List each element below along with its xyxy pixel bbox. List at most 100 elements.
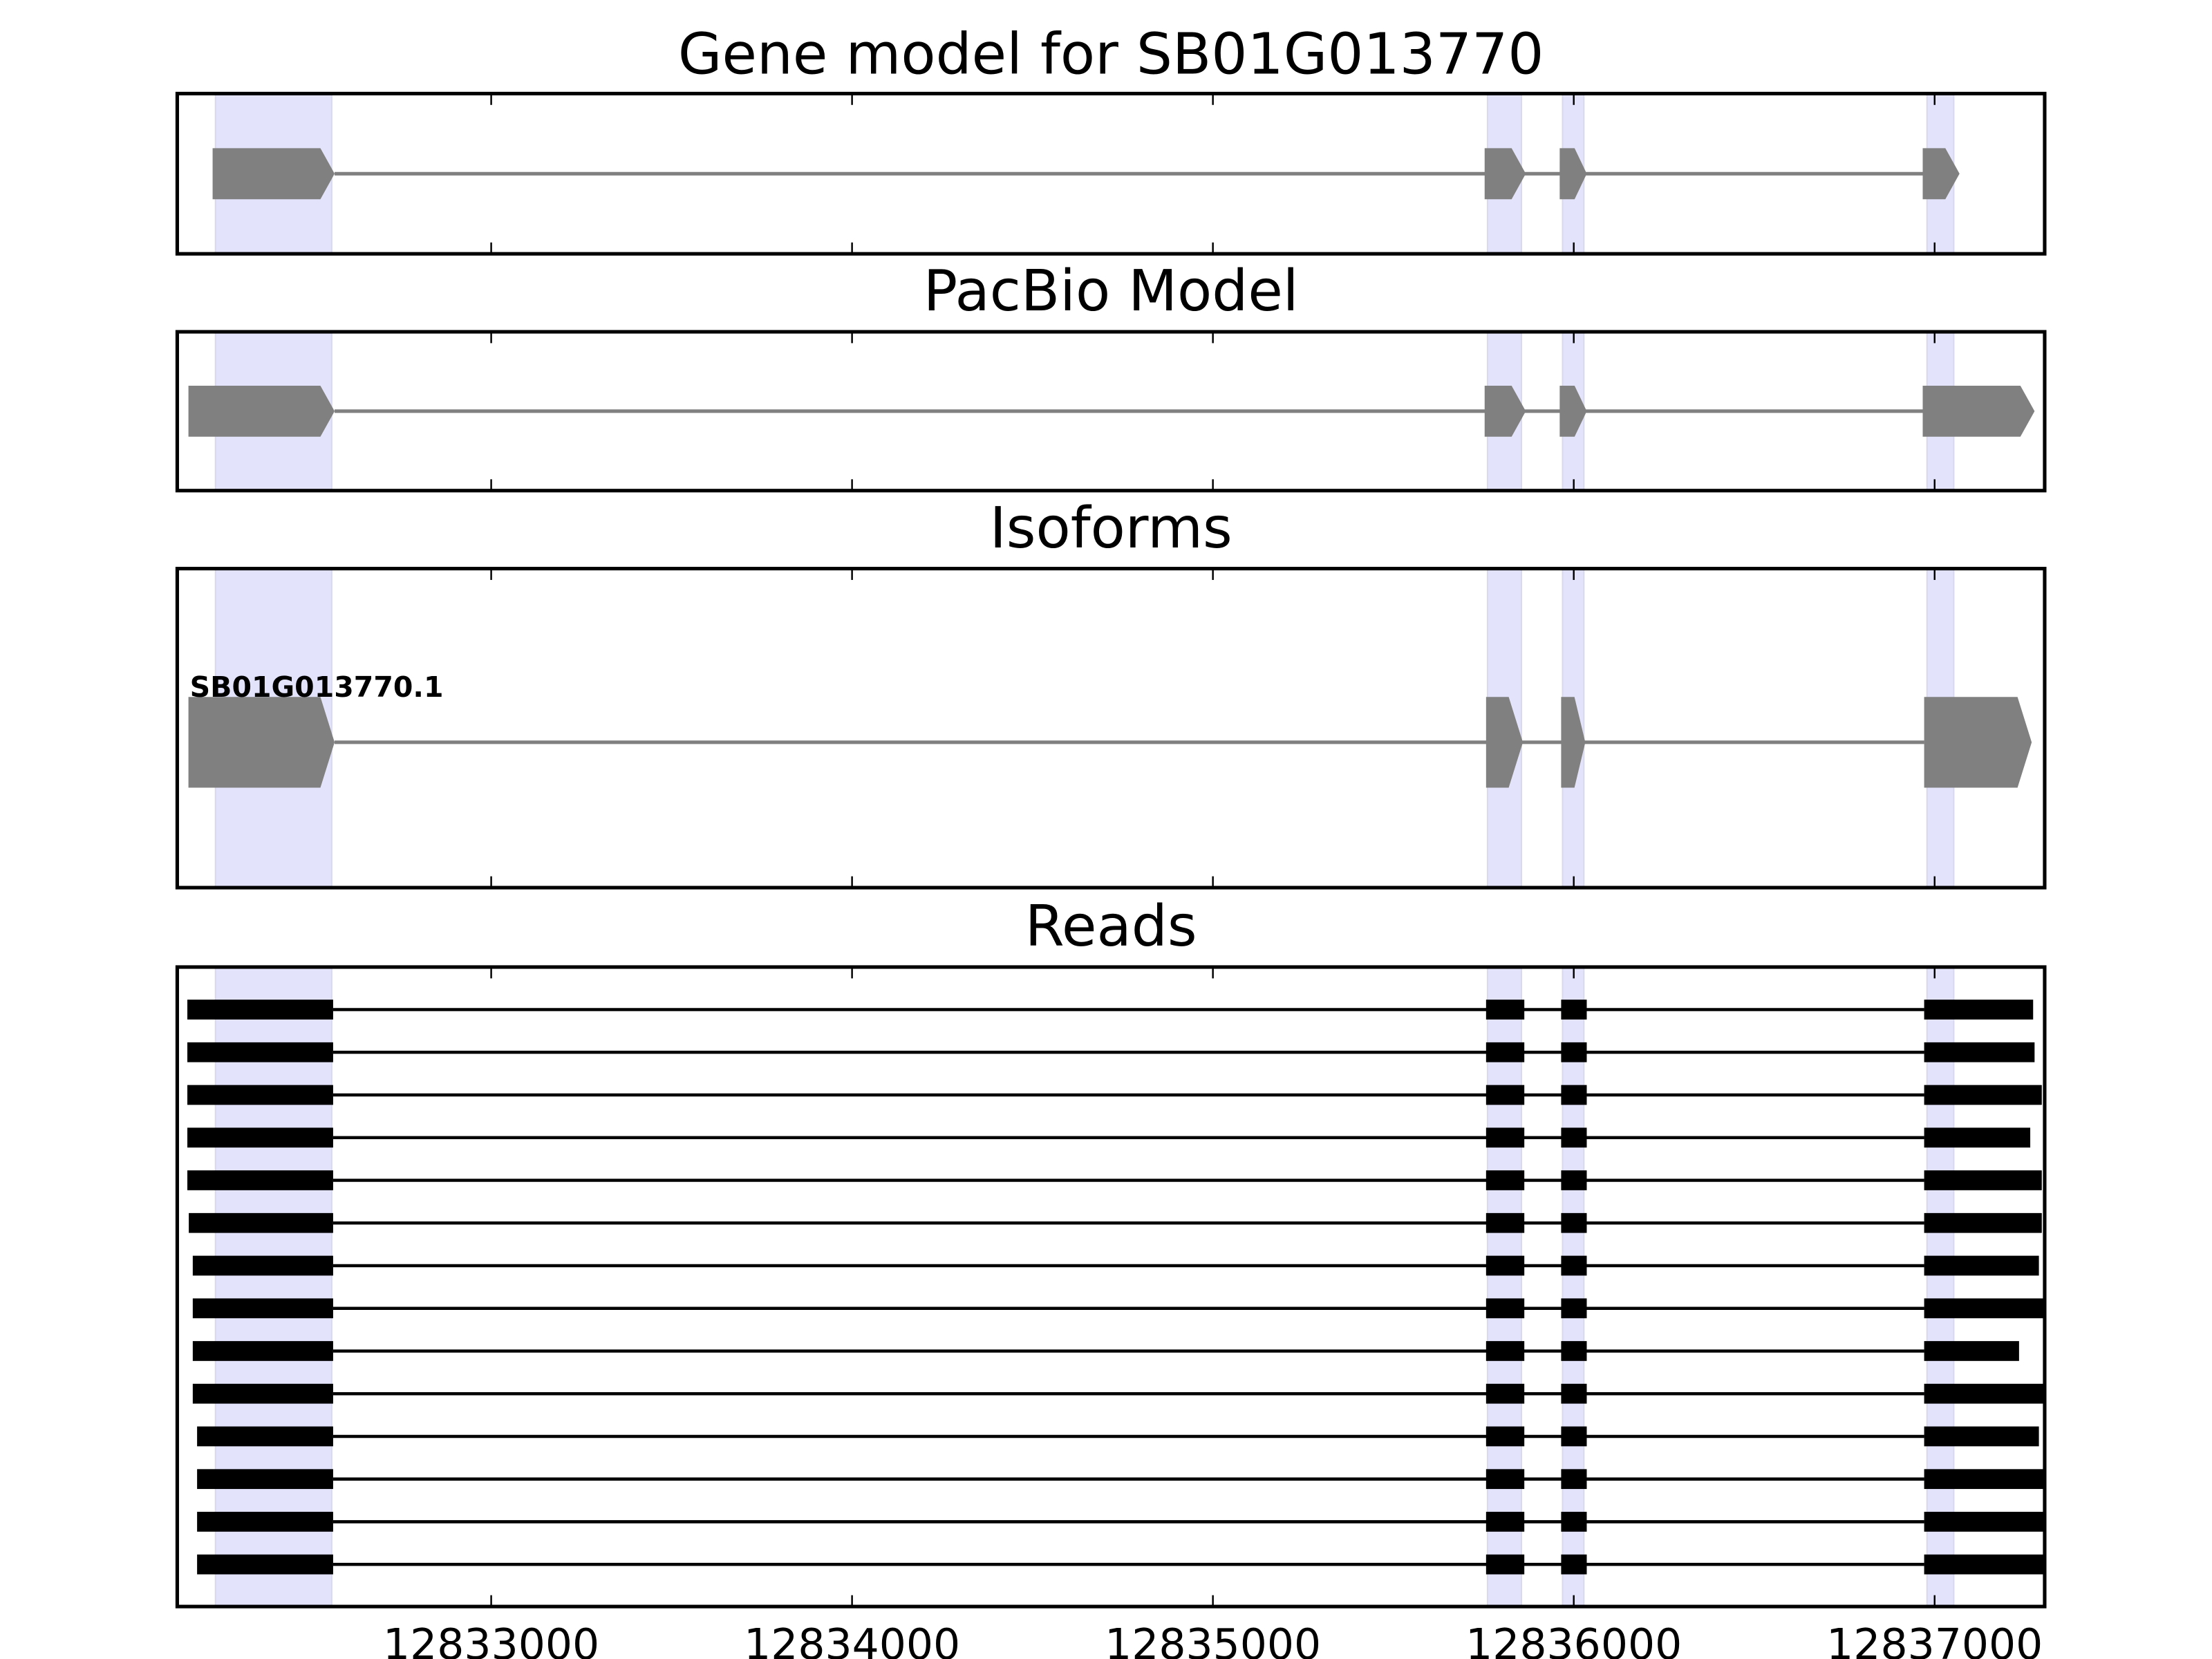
- read-exon: [1561, 1085, 1587, 1105]
- exon-arrow: [1561, 697, 1586, 788]
- read-exon: [1561, 1170, 1587, 1190]
- exon-arrow: [1559, 148, 1587, 200]
- read-exon: [1485, 1085, 1525, 1105]
- read-track: [187, 1127, 2031, 1148]
- read-exon: [1485, 1127, 1525, 1148]
- exon-arrow: [1922, 148, 1960, 200]
- read-exon: [197, 1512, 333, 1532]
- read-track: [192, 1298, 2043, 1319]
- read-exon: [1924, 1426, 2039, 1447]
- exon-arrow: [1484, 385, 1526, 437]
- read-track: [197, 1554, 2045, 1575]
- exon-arrow: [188, 385, 335, 437]
- read-exon: [1561, 1512, 1587, 1532]
- panel-isoforms: Isoforms SB01G013770.1: [175, 496, 2047, 890]
- read-exon: [192, 1255, 333, 1276]
- read-exon: [1924, 1085, 2042, 1105]
- highlight-region: [214, 966, 332, 1608]
- read-exon: [197, 1554, 333, 1575]
- read-exon: [1485, 1341, 1525, 1361]
- read-exon: [1924, 1212, 2042, 1233]
- read-exon: [1485, 1383, 1525, 1404]
- read-exon: [187, 1127, 333, 1148]
- highlight-region: [1926, 966, 1955, 1608]
- read-exon: [1485, 1554, 1525, 1575]
- read-exon: [1485, 1170, 1525, 1190]
- transcript-track: [188, 385, 2035, 437]
- read-exon: [1485, 1000, 1525, 1020]
- read-exon: [197, 1426, 333, 1447]
- panel-reads: Reads: [175, 894, 2047, 1609]
- read-exon: [192, 1341, 333, 1361]
- read-exon: [1561, 1127, 1587, 1148]
- read-exon: [1561, 1383, 1587, 1404]
- read-exon: [1485, 1512, 1525, 1532]
- exon-arrow: [1484, 148, 1526, 200]
- read-exon: [192, 1383, 333, 1404]
- read-exon: [1561, 1212, 1587, 1233]
- read-exon: [1561, 1341, 1587, 1361]
- read-exon: [187, 1085, 333, 1105]
- read-exon: [1924, 1255, 2039, 1276]
- panel-title: Reads: [1025, 894, 1197, 959]
- read-exon: [1561, 1042, 1587, 1062]
- read-exon: [187, 1042, 333, 1062]
- read-exon: [1924, 1341, 2019, 1361]
- read-exon: [1561, 1000, 1587, 1020]
- read-exon: [1561, 1554, 1587, 1575]
- read-exon: [1561, 1469, 1587, 1490]
- read-exon: [1485, 1042, 1525, 1062]
- read-exon: [1561, 1426, 1587, 1447]
- read-track: [197, 1512, 2045, 1532]
- read-exon: [1924, 1170, 2042, 1190]
- read-exon: [1485, 1255, 1525, 1276]
- isoform-label: SB01G013770.1: [190, 671, 444, 704]
- exon-arrow: [1924, 697, 2032, 788]
- read-exon: [1924, 1383, 2045, 1404]
- panel-title: PacBio Model: [924, 259, 1299, 324]
- exon-arrow: [188, 697, 335, 788]
- read-exon: [1485, 1426, 1525, 1447]
- read-exon: [187, 1170, 333, 1190]
- read-exon: [1561, 1255, 1587, 1276]
- read-track: [197, 1469, 2045, 1490]
- read-exon: [1485, 1469, 1525, 1490]
- x-tick-label: 12836000: [1465, 1620, 1682, 1659]
- read-exon: [197, 1469, 333, 1490]
- read-exon: [1924, 1000, 2034, 1020]
- transcript-track: SB01G013770.1: [188, 671, 2032, 788]
- transcript-track: [212, 148, 1960, 200]
- read-exon: [192, 1298, 333, 1319]
- read-exon: [189, 1212, 333, 1233]
- read-track: [192, 1383, 2045, 1404]
- x-tick-label: 12834000: [744, 1620, 960, 1659]
- exon-arrow: [212, 148, 335, 200]
- panel-gene-model-for-sb01g013770: Gene model for SB01G013770: [175, 22, 2047, 256]
- axes-frame: [175, 330, 2047, 493]
- x-tick-label: 12835000: [1105, 1620, 1321, 1659]
- axes-frame: [175, 567, 2047, 890]
- exon-arrow: [1922, 385, 2035, 437]
- highlight-region: [1486, 966, 1523, 1608]
- read-track: [187, 1085, 2042, 1105]
- read-exon: [1561, 1298, 1587, 1319]
- read-exon: [1924, 1469, 2045, 1490]
- exon-arrow: [1485, 697, 1524, 788]
- panel-pacbio-model: PacBio Model: [175, 259, 2047, 493]
- read-track: [192, 1255, 2039, 1276]
- axes-frame: [175, 965, 2047, 1609]
- panel-title: Isoforms: [990, 496, 1232, 561]
- read-track: [187, 1042, 2035, 1062]
- read-track: [189, 1212, 2042, 1233]
- highlight-region: [1562, 966, 1585, 1608]
- read-track: [197, 1426, 2039, 1447]
- read-exon: [1485, 1298, 1525, 1319]
- read-exon: [1924, 1127, 2031, 1148]
- read-track: [187, 1000, 2034, 1020]
- read-exon: [1485, 1212, 1525, 1233]
- read-exon: [1924, 1298, 2043, 1319]
- read-track: [192, 1341, 2019, 1361]
- read-exon: [1924, 1512, 2045, 1532]
- read-track: [187, 1170, 2042, 1190]
- read-exon: [1924, 1554, 2045, 1575]
